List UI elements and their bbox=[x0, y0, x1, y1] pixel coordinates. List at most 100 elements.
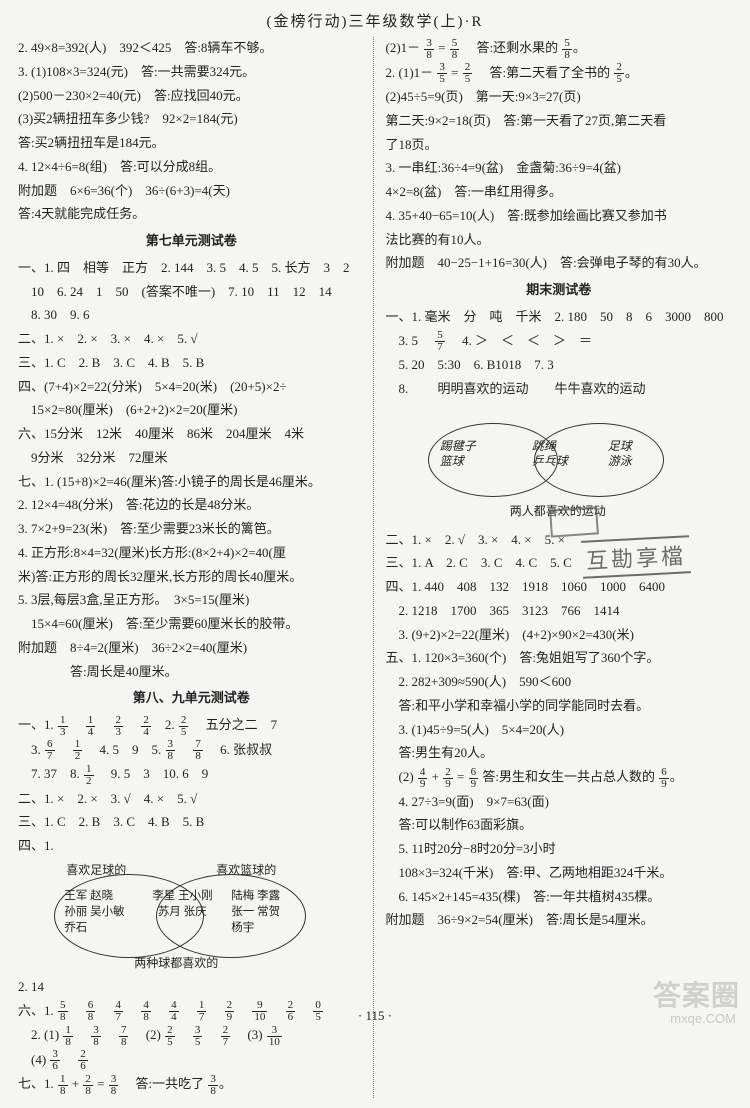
venn2-right: 足球 游泳 bbox=[608, 439, 632, 470]
line: 三、1. C 2. B 3. C 4. B 5. B bbox=[18, 352, 365, 375]
txt: 答:一共吃了 bbox=[122, 1076, 204, 1091]
txt: (2)1－ bbox=[386, 40, 421, 55]
venn-mid-names: 李星 王小刚 苏月 张庆 bbox=[152, 888, 212, 920]
venn2-left: 踢毽子 篮球 bbox=[440, 439, 476, 470]
line: 附加题 36÷9×2=54(厘米) 答:周长是54厘米。 bbox=[386, 909, 733, 932]
txt: (2) bbox=[386, 769, 414, 784]
line: 7. 37 8. 12 9. 5 3 10. 6 9 bbox=[18, 763, 365, 787]
txt: 2. (1)1－ bbox=[386, 65, 434, 80]
line: 9分米 32分米 72厘米 bbox=[18, 447, 365, 470]
line: 2. 282+309≈590(人) 590＜600 bbox=[386, 671, 733, 694]
page-footer: · 115 · bbox=[0, 1008, 750, 1024]
line: 五、1. 120×3=360(个) 答:兔姐姐写了360个字。 bbox=[386, 647, 733, 670]
line: 一、1. 毫米 分 吨 千米 2. 180 50 8 6 3000 800 bbox=[386, 306, 733, 329]
section-title-7: 第七单元测试卷 bbox=[18, 230, 365, 253]
txt: 3. bbox=[18, 742, 44, 757]
venn-diagram-1: 喜欢足球的 喜欢篮球的 王军 赵晓 孙丽 吴小敏 乔石 李星 王小刚 苏月 张庆… bbox=[36, 862, 346, 972]
fraction: 12 bbox=[73, 739, 83, 762]
fraction: 78 bbox=[193, 739, 203, 762]
line: 二、1. × 2. × 3. × 4. × 5. √ bbox=[18, 328, 365, 351]
line: 8. 30 9. 6 bbox=[18, 304, 365, 327]
line: 一、1. 13 14 23 24 2. 25 五分之二 7 bbox=[18, 714, 365, 738]
txt: 7. 37 8. bbox=[18, 766, 83, 781]
line: 6. 145×2+145=435(棵) 答:一年共植树435棵。 bbox=[386, 886, 733, 909]
line: 附加题 8÷4=2(厘米) 36÷2×2=40(厘米) bbox=[18, 637, 365, 660]
line: 2. 14 bbox=[18, 976, 365, 999]
line: 4. 正方形:8×4=32(厘米)长方形:(8×2+4)×2=40(厘 bbox=[18, 542, 365, 565]
line: 米)答:正方形的周长32厘米,长方形的周长40厘米。 bbox=[18, 566, 365, 589]
fraction: 23 bbox=[114, 715, 124, 738]
txt: 七、1. bbox=[18, 1076, 57, 1091]
line: 答:周长是40厘米。 bbox=[18, 661, 365, 684]
txt: 五分之二 7 bbox=[193, 717, 278, 732]
line: 了18页。 bbox=[386, 134, 733, 157]
line: 四、(7+4)×2=22(分米) 5×4=20(米) (20+5)×2÷ bbox=[18, 376, 365, 399]
line: 四、1. 440 408 132 1918 1060 1000 6400 bbox=[386, 576, 733, 599]
fraction: 38 bbox=[166, 739, 176, 762]
fraction: 67 bbox=[45, 739, 55, 762]
txt: 3. 5 bbox=[386, 333, 432, 348]
line: 15×4=60(厘米) 答:至少需要60厘米长的胶带。 bbox=[18, 613, 365, 636]
line: 3. (1)108×3=324(元) 答:一共需要324元。 bbox=[18, 61, 365, 84]
line: 4. 12×4÷6=8(组) 答:可以分成8组。 bbox=[18, 156, 365, 179]
txt: (2) bbox=[133, 1027, 161, 1042]
line: 答:和平小学和幸福小学的同学能同时去看。 bbox=[386, 695, 733, 718]
line: 答:4天就能完成任务。 bbox=[18, 203, 365, 226]
line: 四、1. bbox=[18, 835, 365, 858]
venn2-mid: 跳绳 乒乓球 bbox=[532, 439, 568, 470]
venn-right-names: 陆梅 李露 张一 常贺 杨宇 bbox=[231, 888, 280, 936]
line: 5. 3层,每层3盒,呈正方形。 3×5=15(厘米) bbox=[18, 589, 365, 612]
line: 法比赛的有10人。 bbox=[386, 229, 733, 252]
line: 2. (1) 18 38 78 (2) 25 35 27 (3) 310 bbox=[18, 1024, 365, 1048]
txt: 2. (1) bbox=[18, 1027, 59, 1042]
line: 108×3=324(千米) 答:甲、乙两地相距324千米。 bbox=[386, 862, 733, 885]
fraction: 12 bbox=[84, 764, 94, 787]
venn-bottom-label: 两种球都喜欢的 bbox=[134, 953, 218, 974]
line: 2. 12×4=48(分米) 答:花边的长是48分米。 bbox=[18, 494, 365, 517]
line: 答:男生有20人。 bbox=[386, 742, 733, 765]
fraction: 24 bbox=[141, 715, 151, 738]
watermark-small: mxqe.COM bbox=[670, 1011, 736, 1026]
line: 15×2=80(厘米) (6+2+2)×2=20(厘米) bbox=[18, 399, 365, 422]
line: 三、1. C 2. B 3. C 4. B 5. B bbox=[18, 811, 365, 834]
watermark-big: 答案圈 bbox=[653, 974, 740, 1014]
line: 2. 49×8=392(人) 392＜425 答:8辆车不够。 bbox=[18, 37, 365, 60]
venn-diagram-2: 踢毽子 篮球 跳绳 乒乓球 足球 游泳 两人都喜欢的运动 bbox=[404, 405, 714, 525]
line: (2)1－ 38 = 58 答:还剩水果的 58。 bbox=[386, 37, 733, 61]
section-title-final: 期末测试卷 bbox=[386, 279, 733, 302]
venn-left-names: 王军 赵晓 孙丽 吴小敏 乔石 bbox=[64, 888, 124, 936]
line: 4. 35+40−65=10(人) 答:既参加绘画比赛又参加书 bbox=[386, 205, 733, 228]
line: (3)买2辆扭扭车多少钱? 92×2=184(元) bbox=[18, 108, 365, 131]
line: (2)45÷5=9(页) 第一天:9×3=27(页) bbox=[386, 86, 733, 109]
line: 答:可以制作63面彩旗。 bbox=[386, 814, 733, 837]
section-title-89: 第八、九单元测试卷 bbox=[18, 687, 365, 710]
txt: (3) bbox=[234, 1027, 262, 1042]
line: 二、1. × 2. × 3. √ 4. × 5. √ bbox=[18, 788, 365, 811]
txt: 4. ＞ ＜ ＜ ＞ ＝ bbox=[449, 333, 592, 348]
page-title: (金榜行动)三年级数学(上)·R bbox=[18, 10, 732, 31]
line: 附加题 40−25−1+16=30(人) 答:会弹电子琴的有30人。 bbox=[386, 252, 733, 275]
line: 一、1. 四 相等 正方 2. 144 3. 5 4. 5 5. 长方 3 2 bbox=[18, 257, 365, 280]
txt: 一、1. bbox=[18, 717, 57, 732]
txt: 答:男生和女生一共占总人数的 bbox=[482, 769, 655, 784]
line: 附加题 6×6=36(个) 36÷(6+3)=4(天) bbox=[18, 180, 365, 203]
line: (2)500－230×2=40(元) 答:应找回40元。 bbox=[18, 85, 365, 108]
stamp-overlay: 互勘享檔 bbox=[581, 535, 691, 579]
txt: 9. 5 3 10. 6 9 bbox=[98, 766, 209, 781]
line: 六、15分米 12米 40厘米 86米 204厘米 4米 bbox=[18, 423, 365, 446]
txt: 4. 5 9 5. bbox=[87, 742, 165, 757]
fraction: 14 bbox=[86, 715, 96, 738]
stamp-box-icon bbox=[549, 506, 599, 537]
line: 3. 一串红:36÷4=9(盆) 金盏菊:36÷9=4(盆) bbox=[386, 157, 733, 180]
line: 5. 11时20分−8时20分=3小时 bbox=[386, 838, 733, 861]
line: 3. 7×2+9=23(米) 答:至少需要23米长的篱笆。 bbox=[18, 518, 365, 541]
txt: 答:第二天看了全书的 bbox=[477, 65, 611, 80]
line: 七、1. 18 + 28 = 38 答:一共吃了 38。 bbox=[18, 1073, 365, 1097]
line: 2. (1)1－ 35 = 25 答:第二天看了全书的 25。 bbox=[386, 62, 733, 86]
line: (2) 49 + 29 = 69 答:男生和女生一共占总人数的 69。 bbox=[386, 766, 733, 790]
line: 第二天:9×2=18(页) 答:第一天看了27页,第二天看 bbox=[386, 110, 733, 133]
line: 4. 27÷3=9(面) 9×7=63(面) bbox=[386, 791, 733, 814]
line: 3. (9+2)×2=22(厘米) (4+2)×90×2=430(米) bbox=[386, 624, 733, 647]
line: 3. (1)45÷9=5(人) 5×4=20(人) bbox=[386, 719, 733, 742]
line: 2. 1218 1700 365 3123 766 1414 bbox=[386, 600, 733, 623]
